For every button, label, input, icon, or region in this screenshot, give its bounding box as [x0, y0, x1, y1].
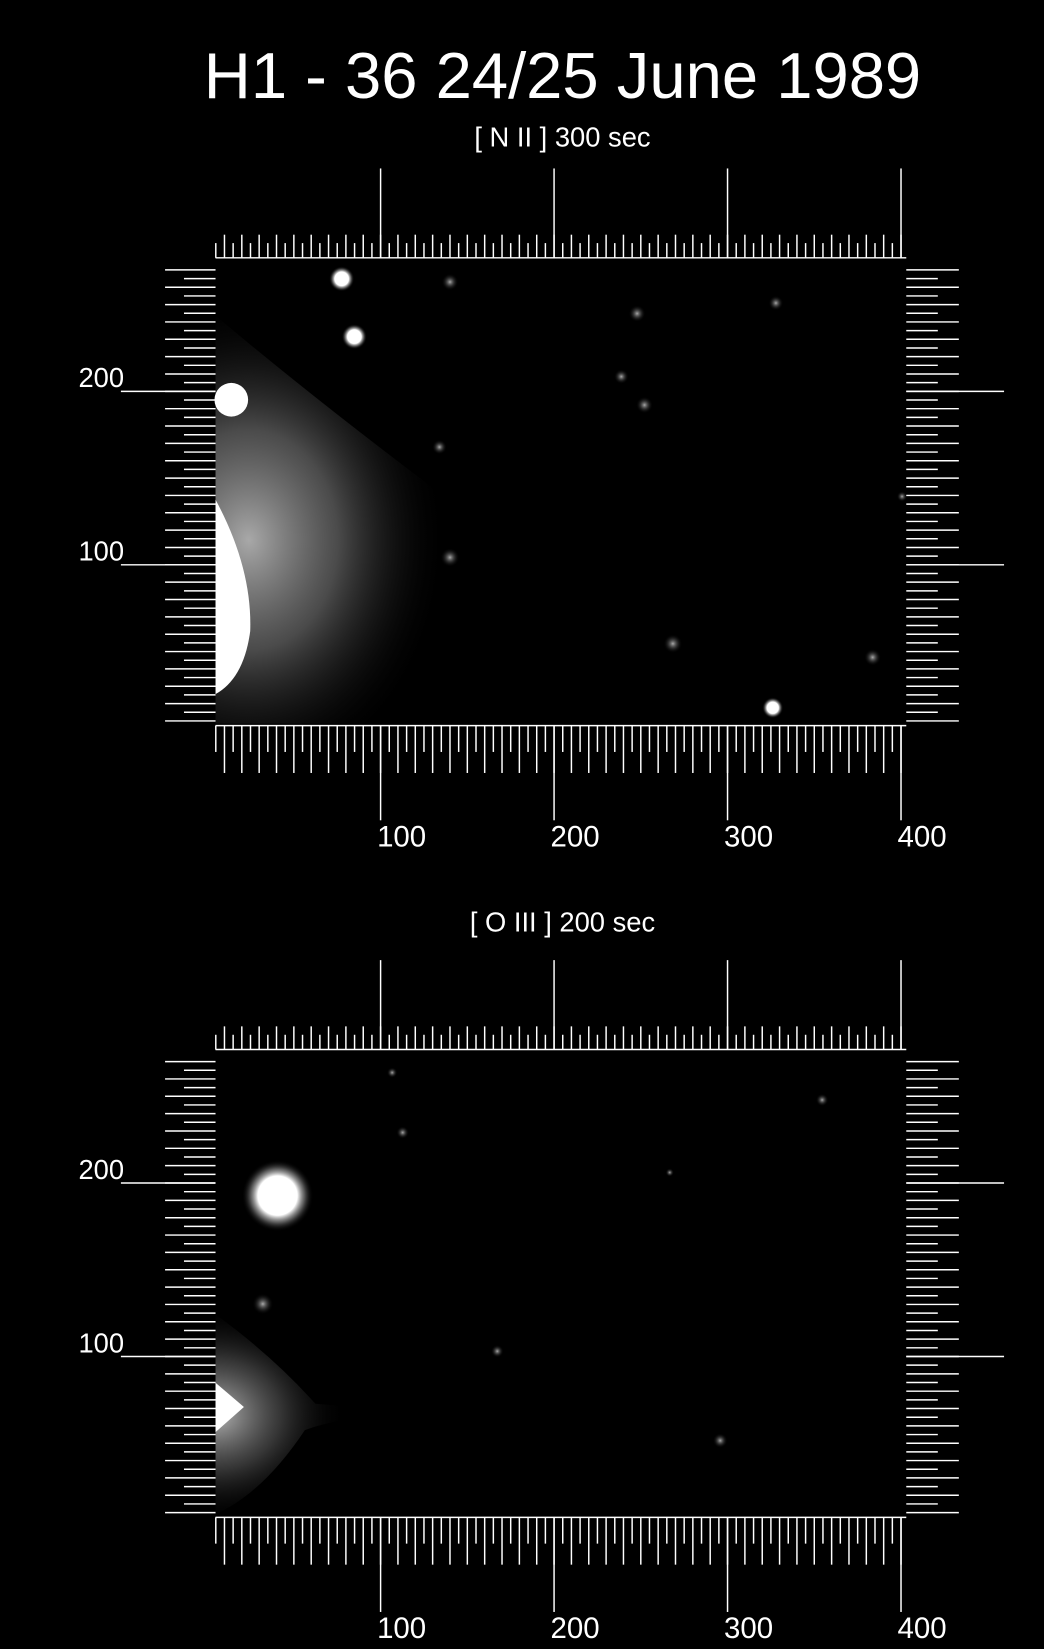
panel-image: [215, 1054, 907, 1516]
figure-title: H1 - 36 24/25 June 1989: [204, 39, 921, 112]
y-tick-label: 100: [78, 536, 124, 567]
y-tick-label: 200: [78, 362, 124, 393]
x-tick-label: 300: [724, 821, 773, 854]
x-tick-label: 200: [551, 1612, 600, 1645]
y-tick-label: 100: [78, 1327, 124, 1358]
panel-label: [ O III ] 200 sec: [470, 907, 655, 938]
rulers: 100 200 300 400 100 200 100 200 300 400 100 200: [78, 168, 1005, 1645]
x-tick-label: 100: [377, 1612, 426, 1645]
x-tick-label: 100: [377, 821, 426, 854]
x-tick-label: 400: [897, 821, 946, 854]
x-tick-label: 200: [551, 821, 600, 854]
x-tick-label: 300: [724, 1612, 773, 1645]
panel-image: [214, 263, 908, 724]
y-tick-label: 200: [78, 1154, 124, 1185]
panel-label: [ N II ] 300 sec: [474, 121, 650, 152]
x-tick-label: 400: [897, 1612, 946, 1645]
